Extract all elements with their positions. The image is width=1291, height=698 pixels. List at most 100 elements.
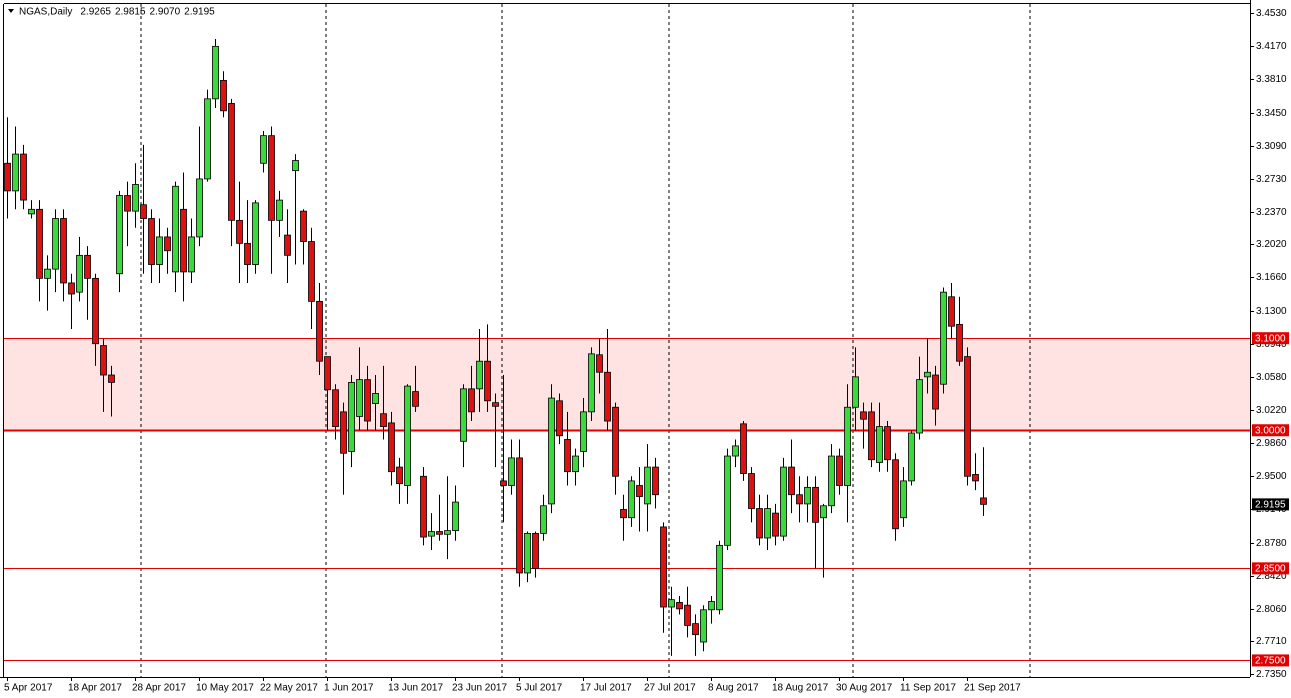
candle-body <box>196 178 203 238</box>
header-value: 2.9815 <box>115 7 146 18</box>
candle-body <box>276 199 283 221</box>
candle-body <box>892 459 899 530</box>
candle-body <box>236 219 243 244</box>
candle-body <box>420 475 427 538</box>
candle-body <box>852 376 859 408</box>
x-tick-label: 5 Apr 2017 <box>4 683 53 694</box>
candle-body <box>116 195 123 275</box>
candle-body <box>828 455 835 507</box>
candle-body <box>76 254 83 293</box>
menu-triangle <box>8 9 14 13</box>
candle-body <box>804 486 811 505</box>
candle-body <box>44 268 51 279</box>
candle-body <box>156 236 163 265</box>
candle-body <box>124 195 131 212</box>
candle-body <box>980 497 987 505</box>
candle-body <box>356 379 363 417</box>
candle-body <box>372 393 379 404</box>
candle-body <box>684 604 691 626</box>
x-tick-label: 10 May 2017 <box>196 683 254 694</box>
candle-body <box>188 236 195 273</box>
candle-body <box>484 360 491 402</box>
candle-body <box>740 423 747 474</box>
y-tick-label: 2.8060 <box>1256 604 1287 615</box>
candle-body <box>164 236 171 252</box>
candle-body <box>460 388 467 442</box>
x-tick-label: 30 Aug 2017 <box>836 683 893 694</box>
x-tick-label: 17 Jul 2017 <box>580 683 632 694</box>
y-tick-label: 3.3090 <box>1256 141 1287 152</box>
candle-body <box>508 457 515 486</box>
level-label: 3.1000 <box>1255 333 1286 344</box>
candle-body <box>332 389 339 427</box>
x-tick-label: 18 Apr 2017 <box>68 683 122 694</box>
candle-body <box>908 432 915 482</box>
candle-body <box>884 426 891 461</box>
candle-body <box>788 466 795 496</box>
y-tick-label: 2.9860 <box>1256 438 1287 449</box>
candle-body <box>396 466 403 485</box>
candle-body <box>132 184 139 212</box>
candle-body <box>956 323 963 362</box>
candle-body <box>20 153 27 201</box>
candle-body <box>556 400 563 437</box>
y-tick-label: 3.2370 <box>1256 207 1287 218</box>
candle-body <box>68 282 75 295</box>
candle-body <box>500 480 507 486</box>
y-tick-label: 3.4170 <box>1256 41 1287 52</box>
y-tick-label: 2.8420 <box>1256 571 1287 582</box>
candle-body <box>308 241 315 302</box>
candle-body <box>652 466 659 496</box>
candle-body <box>676 602 683 610</box>
candle-body <box>620 509 627 519</box>
candle-body <box>812 486 819 523</box>
y-tick-label: 2.7710 <box>1256 636 1287 647</box>
header-value: 2.9070 <box>150 7 181 18</box>
y-tick-label: 2.9500 <box>1256 471 1287 482</box>
candle-body <box>588 353 595 413</box>
candle-body <box>268 135 275 221</box>
candle-body <box>580 411 587 452</box>
candle-body <box>284 234 291 256</box>
candle-body <box>60 218 67 284</box>
candle-body <box>732 445 739 457</box>
candle-body <box>444 530 451 535</box>
candle-body <box>964 356 971 477</box>
y-tick-label: 2.7350 <box>1256 669 1287 680</box>
y-tick-label: 3.3810 <box>1256 74 1287 85</box>
x-tick-label: 28 Apr 2017 <box>132 683 186 694</box>
candle-body <box>364 379 371 422</box>
candle-body <box>388 422 395 473</box>
x-tick-label: 8 Aug 2017 <box>708 683 759 694</box>
candle-body <box>924 371 931 378</box>
candle-body <box>492 402 499 407</box>
x-tick-label: 22 May 2017 <box>260 683 318 694</box>
candle-body <box>172 185 179 273</box>
y-tick-label: 3.0940 <box>1256 339 1287 350</box>
x-tick-label: 11 Sep 2017 <box>900 683 956 694</box>
candle-body <box>764 508 771 539</box>
candle-body <box>948 296 955 327</box>
candle-body <box>868 411 875 461</box>
level-label: 3.0000 <box>1255 425 1286 436</box>
candle-body <box>612 406 619 477</box>
candle-body <box>140 204 147 219</box>
candle-body <box>876 426 883 463</box>
candle-body <box>532 532 539 569</box>
level-label-box <box>1252 562 1289 575</box>
candle-body <box>212 45 219 100</box>
y-tick-label: 3.2730 <box>1256 174 1287 185</box>
candle-body <box>540 505 547 534</box>
level-label-box <box>1252 424 1289 437</box>
y-tick-label: 3.2020 <box>1256 239 1287 250</box>
candle-body <box>220 80 227 112</box>
candle-body <box>380 413 387 427</box>
candle-body <box>228 103 235 221</box>
candle-body <box>52 218 59 270</box>
candle-body <box>972 474 979 482</box>
candle-body <box>36 208 43 279</box>
level-label: 2.7500 <box>1255 656 1286 667</box>
candle-body <box>700 609 707 643</box>
candle-body <box>796 494 803 505</box>
